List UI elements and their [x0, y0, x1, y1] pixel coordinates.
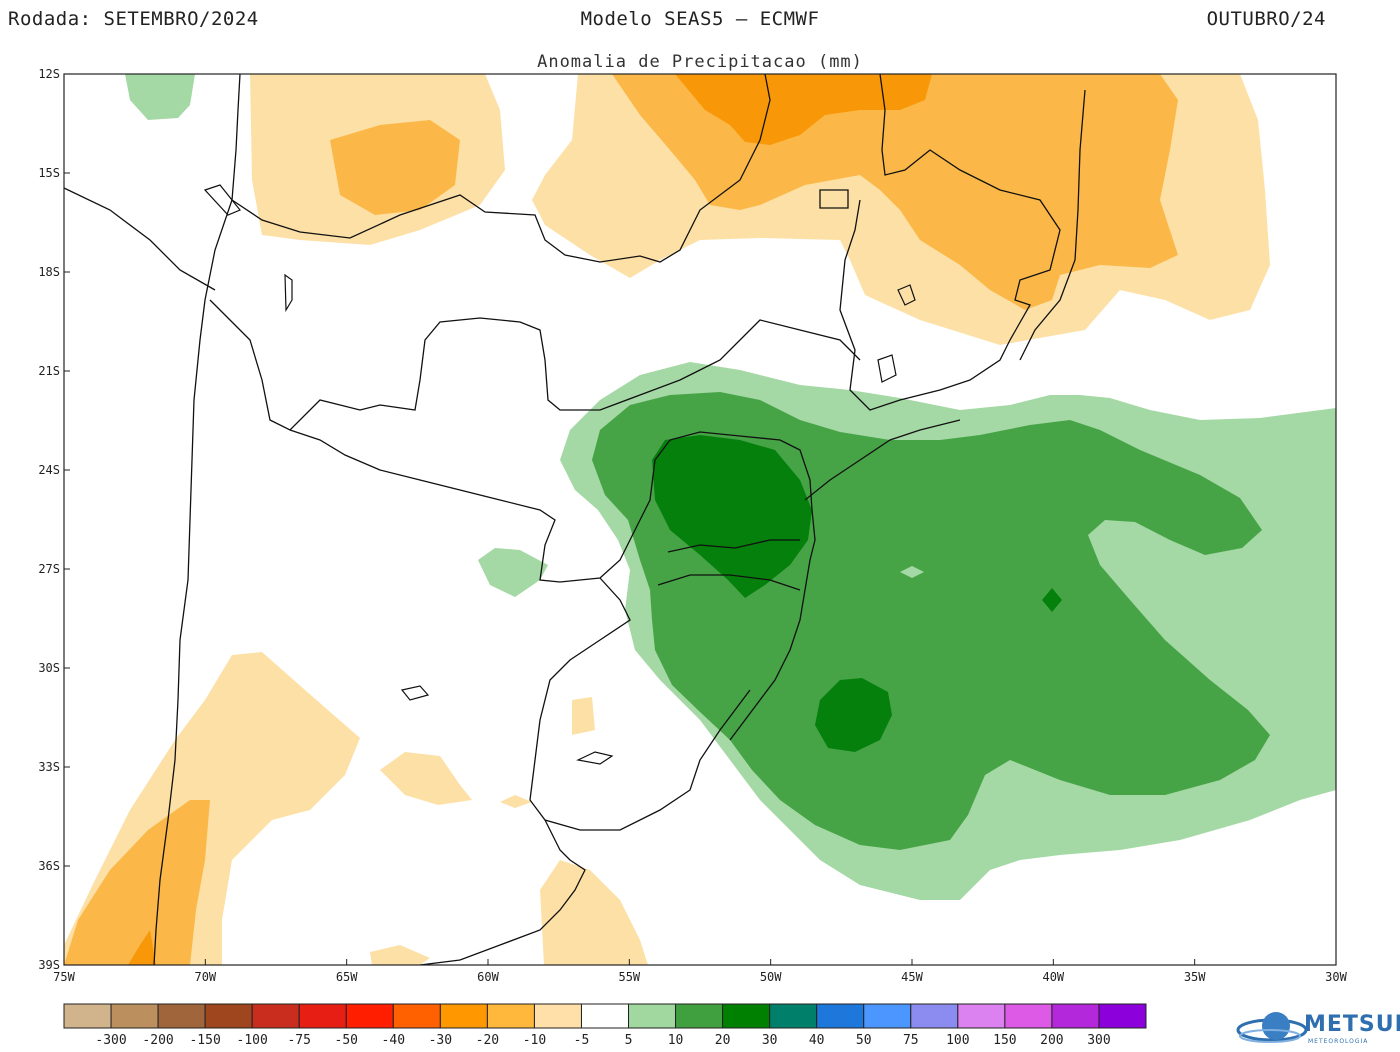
logo-subtitle: METEOROLOGIA — [1308, 1038, 1369, 1045]
lon-tick-label: 40W — [1042, 970, 1064, 984]
model-title: Modelo SEAS5 — ECMWF — [580, 8, 820, 30]
lon-tick-label: 60W — [477, 970, 499, 984]
colorbar-swatch — [157, 1003, 206, 1029]
anomaly-fields — [64, 74, 1336, 965]
colorbar-label: 20 — [715, 1033, 731, 1048]
colorbar-label: -20 — [476, 1033, 499, 1048]
logo-name: METSUL — [1304, 1012, 1400, 1037]
colorbar-swatch — [392, 1003, 441, 1029]
colorbar-label: 40 — [809, 1033, 825, 1048]
colorbar-label: -200 — [142, 1033, 173, 1048]
colorbar-label: 75 — [903, 1033, 919, 1048]
colorbar-swatch — [628, 1003, 677, 1029]
lakes — [203, 184, 916, 765]
lat-tick-label: 18S — [38, 265, 60, 279]
colorbar-label: -100 — [237, 1033, 268, 1048]
lon-tick-label: 70W — [194, 970, 216, 984]
lon-tick-label: 55W — [618, 970, 640, 984]
dry-medium-north-west — [330, 120, 460, 215]
lon-tick-label: 45W — [901, 970, 923, 984]
colorbar-swatch — [486, 1003, 535, 1029]
dry-strong-north — [675, 74, 932, 145]
colorbar-label: 10 — [668, 1033, 684, 1048]
colorbar-swatch — [345, 1003, 394, 1029]
colorbar-swatch — [769, 1003, 818, 1029]
lon-tick-label: 30W — [1325, 970, 1347, 984]
colorbar-label: -10 — [523, 1033, 546, 1048]
colorbar-swatch — [957, 1003, 1006, 1029]
colorbar: -300 -200 -150 -100 -75 -50 -40 -30 -20 -10 -5 5 10 2… — [63, 1003, 1147, 1048]
colorbar-swatch — [580, 1003, 630, 1029]
colorbar-label: 30 — [762, 1033, 778, 1048]
plot-frame — [63, 73, 1337, 966]
colorbar-swatch — [1051, 1003, 1100, 1029]
lon-tick-label: 35W — [1184, 970, 1206, 984]
colorbar-swatch — [816, 1003, 865, 1029]
lat-tick-label: 15S — [38, 166, 60, 180]
dry-area-uruguay — [572, 697, 595, 735]
colorbar-swatch — [110, 1003, 159, 1029]
lat-tick-label: 24S — [38, 463, 60, 477]
colorbar-swatch — [251, 1003, 300, 1029]
lon-tick-label: 50W — [760, 970, 782, 984]
lat-tick-label: 12S — [38, 67, 60, 81]
wet-light-spot — [900, 566, 924, 578]
lon-tick-label: 75W — [53, 970, 75, 984]
wet-strong-spot — [1042, 588, 1062, 612]
map-subtitle: Anomalia de Precipitacao (mm) — [537, 52, 863, 72]
colorbar-swatch — [910, 1003, 959, 1029]
wet-light-paraguay — [478, 548, 548, 597]
wet-strong-ocean — [815, 678, 892, 752]
dry-area-south-small — [370, 945, 430, 965]
colorbar-label: -40 — [382, 1033, 405, 1048]
globe-swirl-icon — [1236, 1012, 1308, 1043]
dry-area-south-central — [380, 752, 472, 805]
colorbar-swatch — [675, 1003, 724, 1029]
colorbar-swatch — [63, 1003, 112, 1029]
dry-area-small-a — [500, 795, 532, 808]
colorbar-label: 50 — [856, 1033, 872, 1048]
run-date-label: Rodada: SETEMBRO/2024 — [8, 8, 259, 30]
colorbar-swatch — [204, 1003, 253, 1029]
colorbar-label: 300 — [1087, 1033, 1110, 1048]
colorbar-label: -75 — [287, 1033, 310, 1048]
colorbar-swatch — [439, 1003, 488, 1029]
colorbar-swatch — [722, 1003, 771, 1029]
lat-tick-label: 27S — [38, 562, 60, 576]
dry-medium-south-west — [64, 800, 210, 965]
colorbar-swatch — [298, 1003, 347, 1029]
lat-tick-label: 21S — [38, 364, 60, 378]
lat-tick-label: 30S — [38, 661, 60, 675]
colorbar-swatch — [533, 1003, 582, 1029]
longitude-axis: 75W 70W 65W 60W 55W 50W 45W 40W 35W 30W — [53, 959, 1348, 984]
wet-strong-parana — [652, 435, 812, 598]
lat-tick-label: 36S — [38, 859, 60, 873]
colorbar-swatch — [1098, 1003, 1147, 1029]
colorbar-label: -150 — [189, 1033, 220, 1048]
colorbar-label: -5 — [574, 1033, 590, 1048]
forecast-month-label: OUTUBRO/24 — [1206, 8, 1326, 30]
lat-tick-label: 33S — [38, 760, 60, 774]
latitude-axis: 12S 15S 18S 21S 24S 27S 30S 33S 36S 39S — [38, 67, 70, 972]
colorbar-label: -300 — [95, 1033, 126, 1048]
country-borders — [64, 74, 1086, 965]
colorbar-label: 100 — [946, 1033, 969, 1048]
lon-tick-label: 65W — [336, 970, 358, 984]
dry-area-south-east — [540, 860, 648, 965]
colorbar-label: -50 — [335, 1033, 358, 1048]
colorbar-label: 5 — [625, 1033, 633, 1048]
colorbar-label: 200 — [1040, 1033, 1063, 1048]
dry-strong-south-west — [128, 930, 156, 965]
lat-tick-label: 39S — [38, 958, 60, 972]
colorbar-swatch — [1004, 1003, 1053, 1029]
colorbar-swatch — [863, 1003, 912, 1029]
wet-light-north-west — [125, 74, 195, 120]
colorbar-label: 150 — [993, 1033, 1016, 1048]
colorbar-label: -30 — [429, 1033, 452, 1048]
